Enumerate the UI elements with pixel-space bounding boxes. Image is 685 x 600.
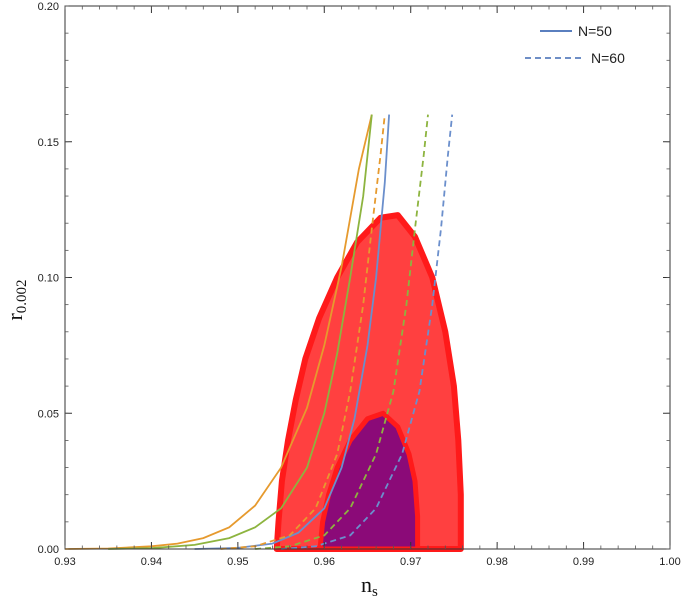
y-tick-label: 0.05 — [38, 408, 59, 420]
legend-n60-label: N=60 — [591, 50, 625, 66]
axes-layer: 0.93 0.94 0.95 0.96 0.97 0.98 0.99 1.00 0.00 0.05… — [38, 1, 681, 568]
series-line-green-n60 — [255, 114, 429, 550]
y-tick-label: 0.10 — [38, 273, 59, 285]
x-tick-label: 0.96 — [314, 556, 335, 568]
x-axis-title: ns — [361, 572, 378, 600]
y-tick-label: 0.15 — [38, 137, 59, 149]
y-axis-title: r0.002 — [2, 279, 30, 320]
series-line-blue-n60 — [281, 114, 454, 550]
y-axis-title-sub: 0.002 — [14, 279, 30, 313]
x-tick-label: 0.99 — [573, 556, 594, 568]
legend-n50-label: N=50 — [578, 23, 612, 39]
x-tick-label: 0.98 — [486, 556, 507, 568]
y-tick-label: 0.20 — [38, 1, 59, 13]
x-tick-label: 0.94 — [141, 556, 162, 568]
contour-layer — [273, 212, 464, 552]
x-axis-title-sub: s — [372, 584, 378, 600]
y-axis-title-main: r — [2, 313, 27, 321]
series-line-orange-n60 — [220, 114, 386, 550]
x-tick-label: 0.97 — [400, 556, 421, 568]
x-axis-title-main: n — [361, 572, 372, 597]
y-tick-label: 0.00 — [38, 544, 59, 556]
x-tick-label: 0.95 — [227, 556, 248, 568]
x-tick-label: 1.00 — [659, 556, 680, 568]
legend: N=50 N=60 — [525, 23, 625, 66]
contour-outer — [273, 212, 464, 552]
series-line-green-n50 — [108, 114, 373, 550]
contour-inner — [317, 410, 421, 552]
x-tick-label: 0.93 — [54, 556, 75, 568]
series-layer — [64, 114, 454, 550]
